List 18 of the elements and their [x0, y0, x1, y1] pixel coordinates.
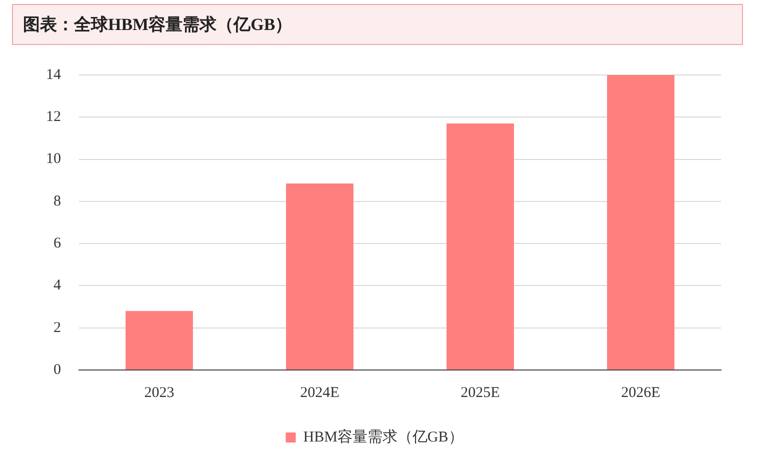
bar	[446, 123, 514, 370]
bar	[607, 75, 674, 370]
bar	[126, 311, 193, 370]
chart-title: 图表：全球HBM容量需求（亿GB）	[12, 4, 743, 45]
legend-label: HBM容量需求（亿GB）	[303, 428, 464, 446]
y-tick-label: 4	[54, 278, 62, 294]
bar	[286, 184, 354, 370]
y-tick-label: 10	[46, 151, 61, 168]
x-tick-label: 2025E	[460, 384, 500, 401]
y-tick-label: 14	[46, 66, 62, 83]
x-tick-label: 2023	[144, 384, 174, 401]
x-tick-label: 2024E	[300, 384, 340, 401]
y-tick-label: 0	[54, 362, 61, 378]
y-tick-label: 2	[54, 320, 61, 336]
y-tick-label: 8	[54, 193, 61, 210]
x-tick-label: 2026E	[621, 384, 660, 401]
y-tick-label: 12	[46, 109, 61, 126]
y-tick-label: 6	[54, 236, 62, 252]
